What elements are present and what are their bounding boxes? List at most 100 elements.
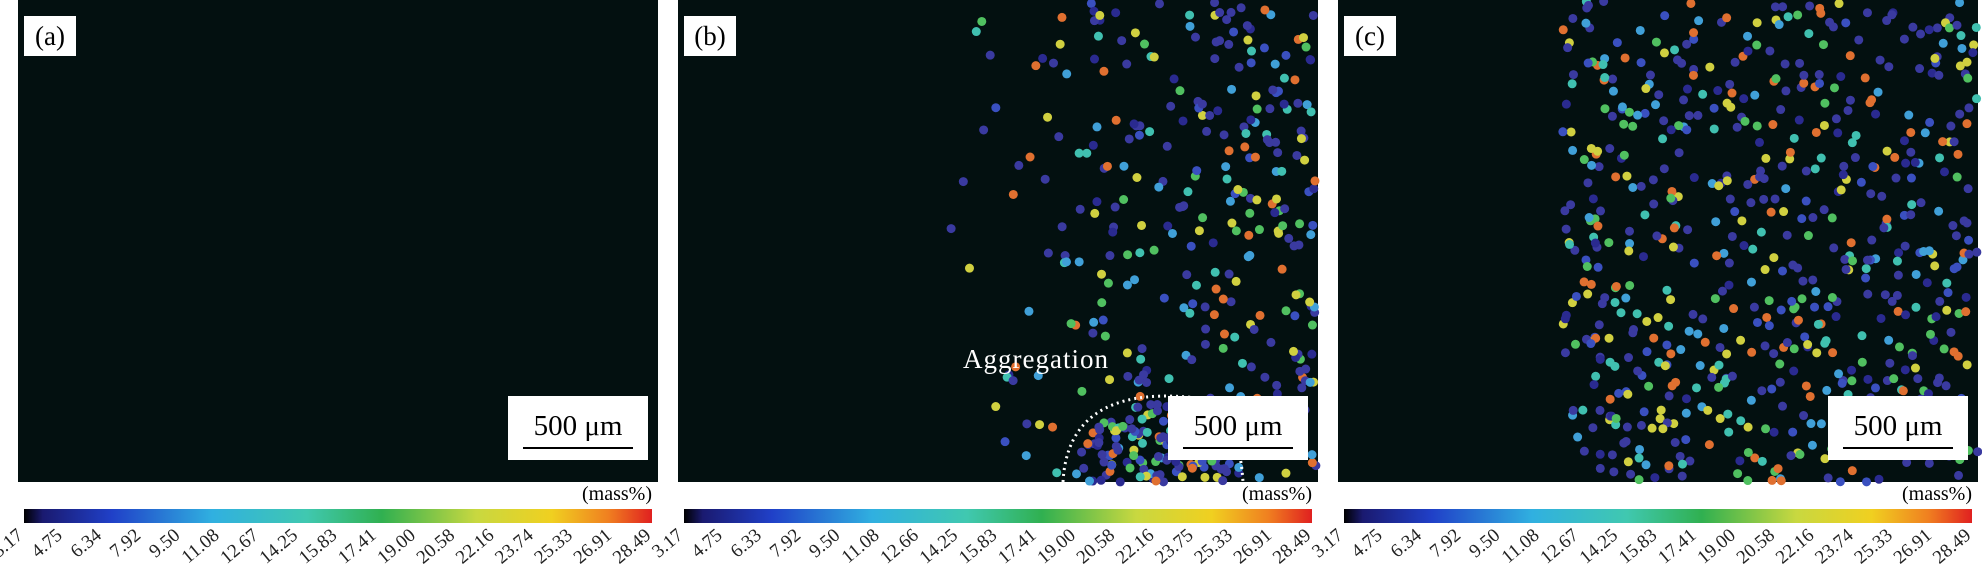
particle — [1570, 339, 1580, 349]
particle — [1251, 91, 1261, 101]
particle — [1941, 381, 1951, 391]
particle — [1799, 70, 1809, 80]
particle — [1290, 311, 1300, 321]
particle — [1884, 62, 1894, 72]
particle — [1870, 383, 1880, 393]
particle — [1208, 238, 1218, 248]
particle — [1622, 171, 1632, 181]
particle — [1594, 162, 1604, 172]
particle — [1021, 451, 1031, 461]
particle — [1306, 230, 1316, 240]
particle — [1187, 463, 1197, 473]
particle — [1666, 125, 1676, 135]
particle — [1814, 70, 1824, 80]
colorbar-tick-label: 28.49 — [1929, 525, 1975, 569]
particle — [1962, 57, 1972, 67]
particle — [1940, 167, 1950, 177]
particle — [1807, 440, 1817, 450]
particle — [1743, 447, 1753, 457]
colorbar-tick-label: 19.00 — [373, 525, 419, 569]
colorbar-tick-label: 20.58 — [1733, 525, 1779, 569]
particle — [1191, 280, 1201, 290]
particle — [1295, 366, 1305, 376]
particle — [1271, 137, 1281, 147]
particle — [1765, 46, 1775, 56]
particle — [1971, 22, 1981, 32]
particle — [1932, 23, 1942, 33]
particle — [1963, 184, 1973, 194]
particle — [1210, 267, 1220, 277]
particle — [1164, 374, 1174, 384]
particle — [1677, 58, 1687, 68]
particle — [1769, 427, 1779, 437]
particle — [1775, 377, 1785, 387]
panel-label-box — [24, 16, 76, 56]
particle — [1008, 189, 1018, 199]
particle — [1611, 172, 1621, 182]
particle — [1293, 98, 1303, 108]
particle — [991, 103, 1001, 113]
particle — [1246, 362, 1256, 372]
particle — [1877, 191, 1887, 201]
particle — [1906, 173, 1916, 183]
particle — [1604, 333, 1614, 343]
particle — [1761, 424, 1771, 434]
colorbar-tick-label: 9.50 — [1465, 525, 1504, 562]
particle — [1952, 172, 1962, 182]
particle — [1579, 446, 1589, 456]
particle — [1277, 264, 1287, 274]
particle — [1961, 292, 1971, 302]
particle — [1737, 216, 1747, 226]
particle — [1782, 338, 1792, 348]
particle — [1924, 246, 1934, 256]
particle — [1901, 158, 1911, 168]
scale-bar-label: 500 μm — [1854, 410, 1943, 442]
particle — [1255, 310, 1265, 320]
colorbar-tick-label: 4.75 — [27, 525, 66, 562]
particle — [1062, 69, 1072, 79]
particle — [1972, 94, 1982, 104]
colorbar-tick-label: 14.25 — [1576, 525, 1622, 569]
particle — [1935, 296, 1945, 306]
particle — [1674, 148, 1684, 158]
particle — [1252, 195, 1262, 205]
particle — [1676, 345, 1686, 355]
particle — [1252, 104, 1262, 114]
particle — [1097, 269, 1107, 279]
particle — [1949, 347, 1959, 357]
particle — [1123, 250, 1133, 260]
particle — [1568, 70, 1578, 80]
particle — [1567, 79, 1577, 89]
particle — [1880, 290, 1890, 300]
particle — [1245, 208, 1255, 218]
particle — [1619, 438, 1629, 448]
particle — [1743, 46, 1753, 56]
colorbar-tick-label: 23.74 — [1811, 524, 1858, 568]
particle — [1107, 460, 1117, 470]
particle — [1848, 256, 1858, 266]
particle — [1962, 360, 1972, 370]
particle — [1836, 185, 1846, 195]
particle — [1843, 105, 1853, 115]
particle — [1713, 86, 1723, 96]
particle — [1841, 264, 1851, 274]
particle — [1595, 405, 1605, 415]
panel-label: (b) — [694, 21, 725, 51]
particle — [1700, 337, 1710, 347]
particle — [1568, 145, 1578, 155]
particle — [1799, 411, 1809, 421]
particle — [1132, 172, 1142, 182]
particle — [1722, 98, 1732, 108]
particle — [1260, 372, 1270, 382]
particle — [1082, 148, 1092, 158]
colorbar — [684, 509, 1312, 523]
particle — [1583, 289, 1593, 299]
particle — [1103, 278, 1113, 288]
particle — [1305, 55, 1315, 65]
particle — [1911, 269, 1921, 279]
particle — [1757, 456, 1767, 466]
particle — [1865, 98, 1875, 108]
particle — [1249, 324, 1259, 334]
particle — [1698, 89, 1708, 99]
particle — [1218, 343, 1228, 353]
